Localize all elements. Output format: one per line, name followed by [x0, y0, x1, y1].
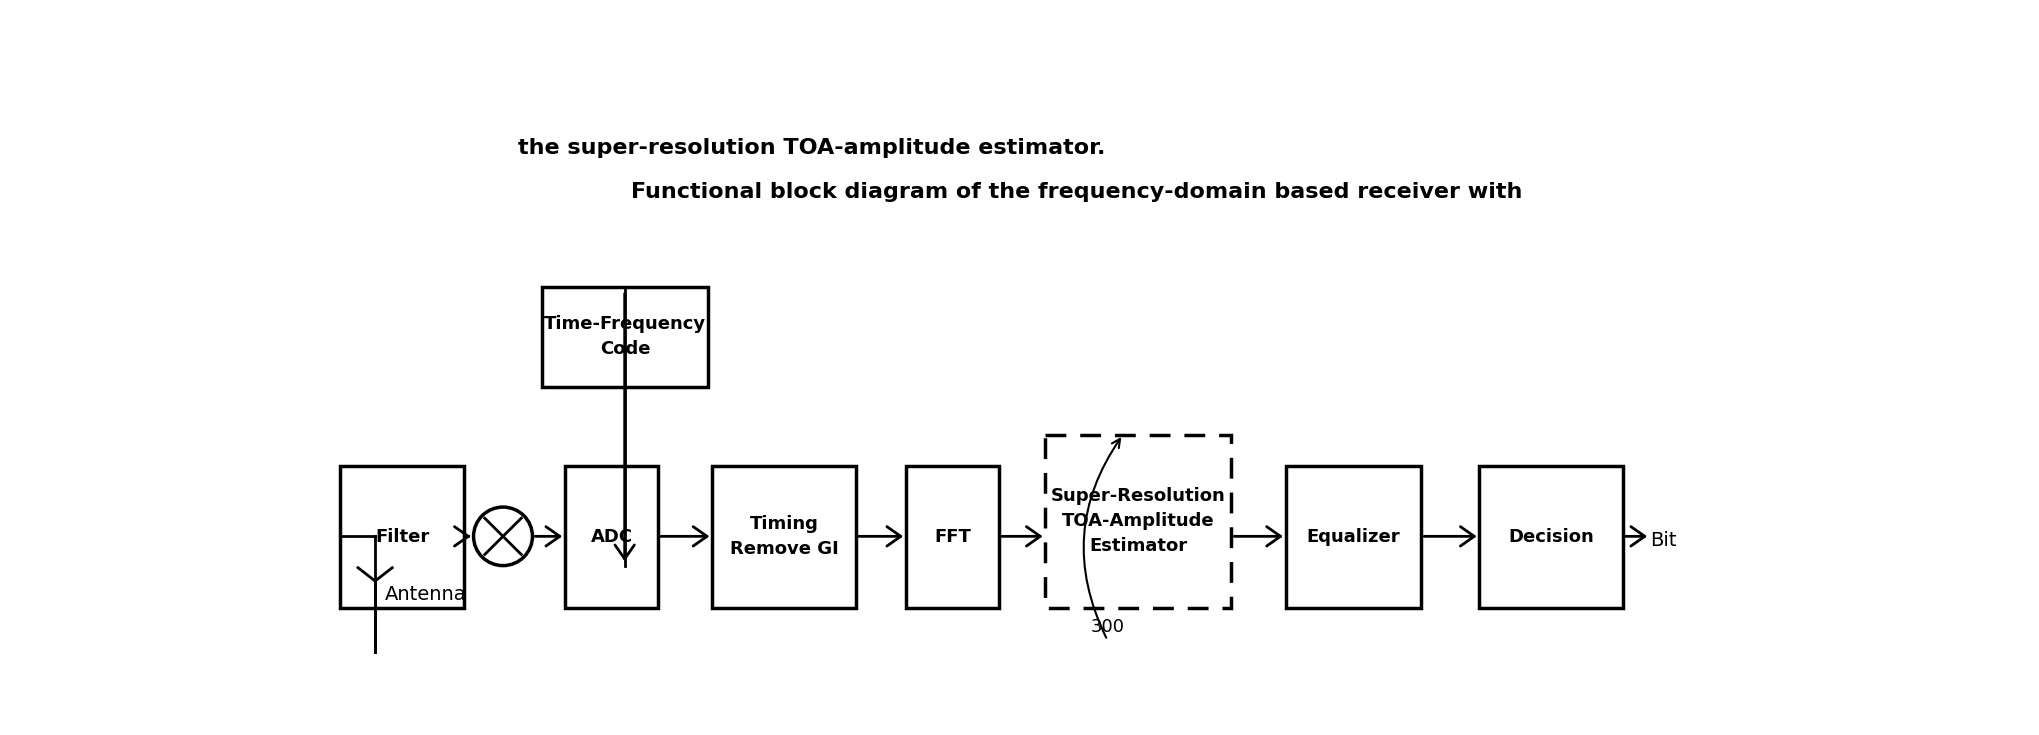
- Bar: [712, 465, 854, 608]
- Text: FFT: FFT: [934, 528, 971, 545]
- Circle shape: [473, 507, 532, 566]
- Text: Timing
Remove GI: Timing Remove GI: [730, 515, 838, 558]
- Text: Time-Frequency
Code: Time-Frequency Code: [544, 315, 705, 359]
- Bar: [905, 465, 999, 608]
- Text: Antenna: Antenna: [385, 585, 467, 604]
- Text: Functional block diagram of the frequency-domain based receiver with: Functional block diagram of the frequenc…: [630, 182, 1521, 202]
- Text: Equalizer: Equalizer: [1307, 528, 1399, 545]
- Text: Decision: Decision: [1507, 528, 1592, 545]
- Bar: [1044, 434, 1232, 608]
- Text: Bit: Bit: [1650, 531, 1676, 551]
- Bar: [542, 287, 708, 387]
- Bar: [1478, 465, 1623, 608]
- Bar: [341, 465, 465, 608]
- Text: the super-resolution TOA-amplitude estimator.: the super-resolution TOA-amplitude estim…: [518, 138, 1105, 158]
- Bar: [1285, 465, 1421, 608]
- Bar: [565, 465, 659, 608]
- Text: 300: 300: [1091, 618, 1123, 637]
- Text: Super-Resolution
TOA-Amplitude
Estimator: Super-Resolution TOA-Amplitude Estimator: [1050, 487, 1225, 556]
- Text: ADC: ADC: [589, 528, 632, 545]
- Text: Filter: Filter: [375, 528, 428, 545]
